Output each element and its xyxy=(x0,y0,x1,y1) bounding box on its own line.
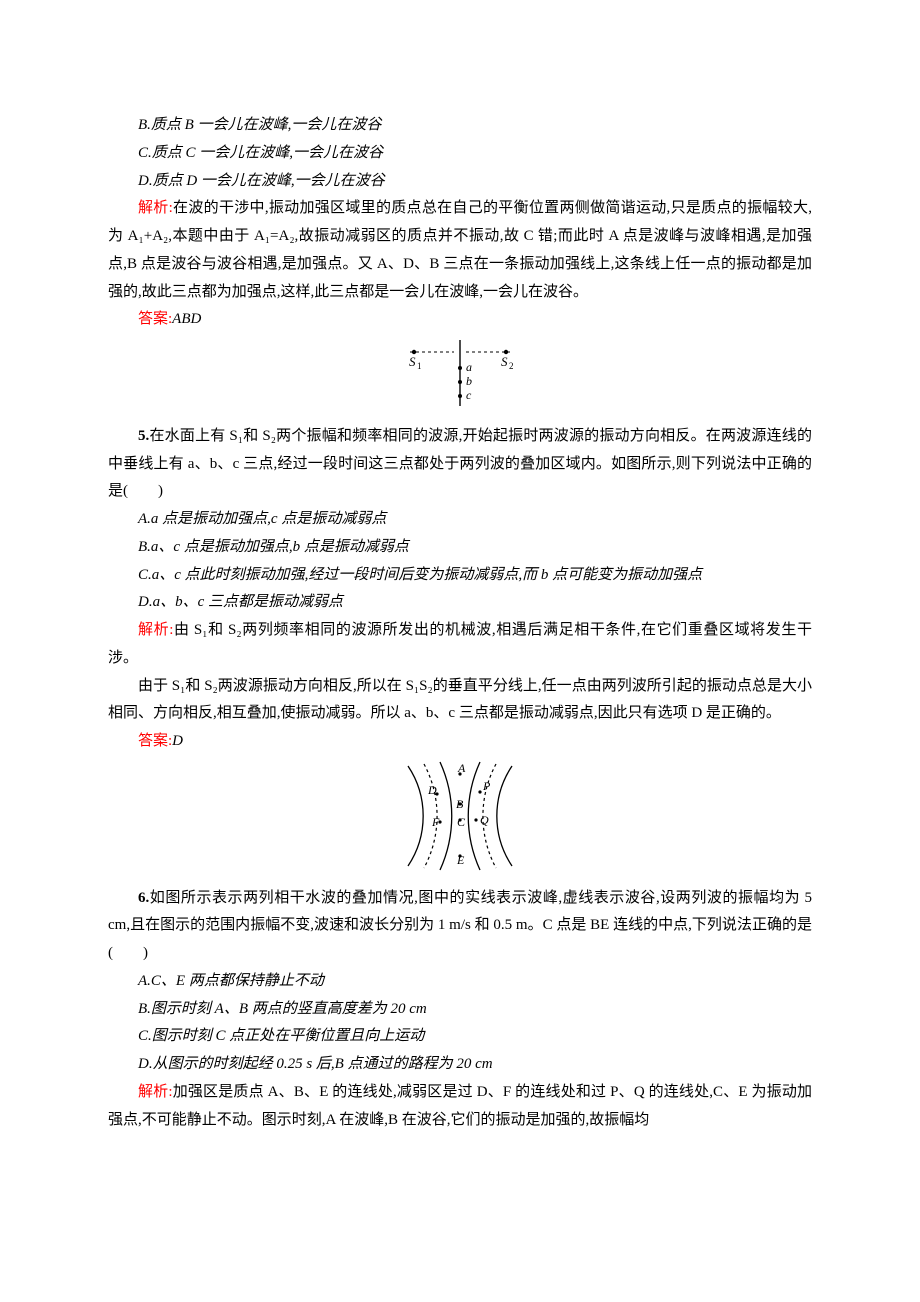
analysis-label: 解析: xyxy=(138,200,173,216)
svg-text:A: A xyxy=(457,761,466,775)
q6-analysis: 解析:加强区是质点 A、B、E 的连线处,减弱区是过 D、F 的连线处和过 P、… xyxy=(108,1079,812,1135)
q6-option-b: B.图示时刻 A、B 两点的竖直高度差为 20 cm xyxy=(108,996,812,1024)
svg-text:b: b xyxy=(466,374,472,388)
figure-q6: A P D B F C Q E xyxy=(108,760,812,883)
q4-option-d: D.质点 D 一会儿在波峰,一会儿在波谷 xyxy=(108,168,812,196)
svg-text:a: a xyxy=(466,360,472,374)
answer-label: 答案: xyxy=(138,311,172,327)
q5-option-b: B.a、c 点是振动加强点,b 点是振动减弱点 xyxy=(108,534,812,562)
svg-text:S: S xyxy=(501,354,508,369)
svg-text:C: C xyxy=(457,815,466,829)
q5-analysis-1: 解析:由 S₁和 S₂两列频率相同的波源所发出的机械波,相遇后满足相干条件,在它… xyxy=(108,617,812,673)
svg-text:1: 1 xyxy=(417,361,422,371)
q5-option-d: D.a、b、c 三点都是振动减弱点 xyxy=(108,589,812,617)
svg-text:S: S xyxy=(409,354,416,369)
q6-option-c: C.图示时刻 C 点正处在平衡位置且向上运动 xyxy=(108,1023,812,1051)
svg-text:c: c xyxy=(466,388,472,402)
q4-option-b: B.质点 B 一会儿在波峰,一会儿在波谷 xyxy=(108,112,812,140)
q4-option-c: C.质点 C 一会儿在波峰,一会儿在波谷 xyxy=(108,140,812,168)
q5-option-c: C.a、c 点此时刻振动加强,经过一段时间后变为振动减弱点,而 b 点可能变为振… xyxy=(108,562,812,590)
svg-text:P: P xyxy=(482,779,491,793)
answer-label: 答案: xyxy=(138,733,172,749)
svg-text:D: D xyxy=(427,783,437,797)
q4-analysis: 解析:在波的干涉中,振动加强区域里的质点总在自己的平衡位置两侧做简谐运动,只是质… xyxy=(108,195,812,306)
q5-option-a: A.a 点是振动加强点,c 点是振动减弱点 xyxy=(108,506,812,534)
q5-answer: 答案:D xyxy=(108,728,812,756)
q4-answer: 答案:ABD xyxy=(108,306,812,334)
analysis-label: 解析: xyxy=(138,1084,173,1100)
q6-option-d: D.从图示的时刻起经 0.25 s 后,B 点通过的路程为 20 cm xyxy=(108,1051,812,1079)
svg-text:2: 2 xyxy=(509,361,514,371)
q6-stem: 6.如图所示表示两列相干水波的叠加情况,图中的实线表示波峰,虚线表示波谷,设两列… xyxy=(108,885,812,968)
q6-option-a: A.C、E 两点都保持静止不动 xyxy=(108,968,812,996)
figure-q5: S1 S2 a b c xyxy=(108,338,812,421)
svg-text:Q: Q xyxy=(480,813,489,827)
q5-stem: 5.在水面上有 S₁和 S₂两个振幅和频率相同的波源,开始起振时两波源的振动方向… xyxy=(108,423,812,506)
analysis-label: 解析: xyxy=(138,622,173,638)
q5-analysis-2: 由于 S₁和 S₂两波源振动方向相反,所以在 S₁S₂的垂直平分线上,任一点由两… xyxy=(108,673,812,729)
